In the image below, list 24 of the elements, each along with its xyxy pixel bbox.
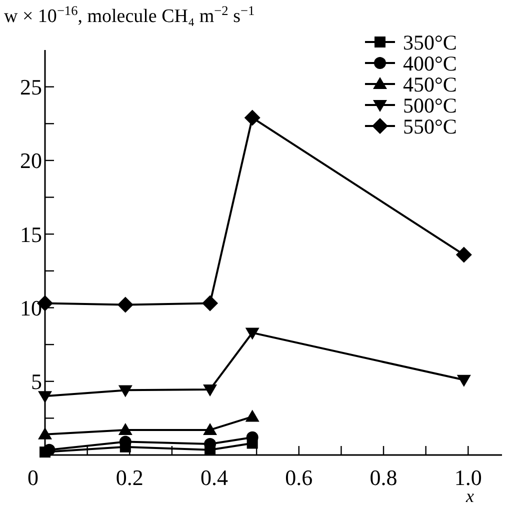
point: [245, 410, 260, 422]
point: [118, 422, 132, 435]
x-tick-label: 0.8: [370, 465, 398, 490]
y-tick-label: 5: [31, 369, 42, 394]
y-tick-label: 25: [20, 74, 42, 100]
point: [203, 384, 218, 396]
y-tick-label: 15: [20, 222, 42, 247]
x-tick-label: 0.6: [285, 465, 313, 490]
point: [456, 246, 472, 263]
x-tick-label: 0: [28, 465, 38, 490]
point: [456, 374, 471, 387]
y-tick-label: 20: [20, 148, 42, 174]
point: [43, 444, 56, 456]
x-tick-label: 0.2: [116, 465, 144, 490]
point: [203, 422, 218, 435]
point: [38, 427, 52, 440]
point: [245, 328, 260, 340]
point: [117, 296, 134, 313]
point: [202, 295, 218, 312]
point: [118, 385, 132, 398]
y-axis-title: w × 10$^{−16}$, molecule CH₄ m$^{−2}$ s$^{−1}$: [4, 2, 255, 27]
x-tick-label: 0.4: [200, 465, 228, 490]
point: [244, 110, 260, 126]
point: [38, 391, 52, 404]
